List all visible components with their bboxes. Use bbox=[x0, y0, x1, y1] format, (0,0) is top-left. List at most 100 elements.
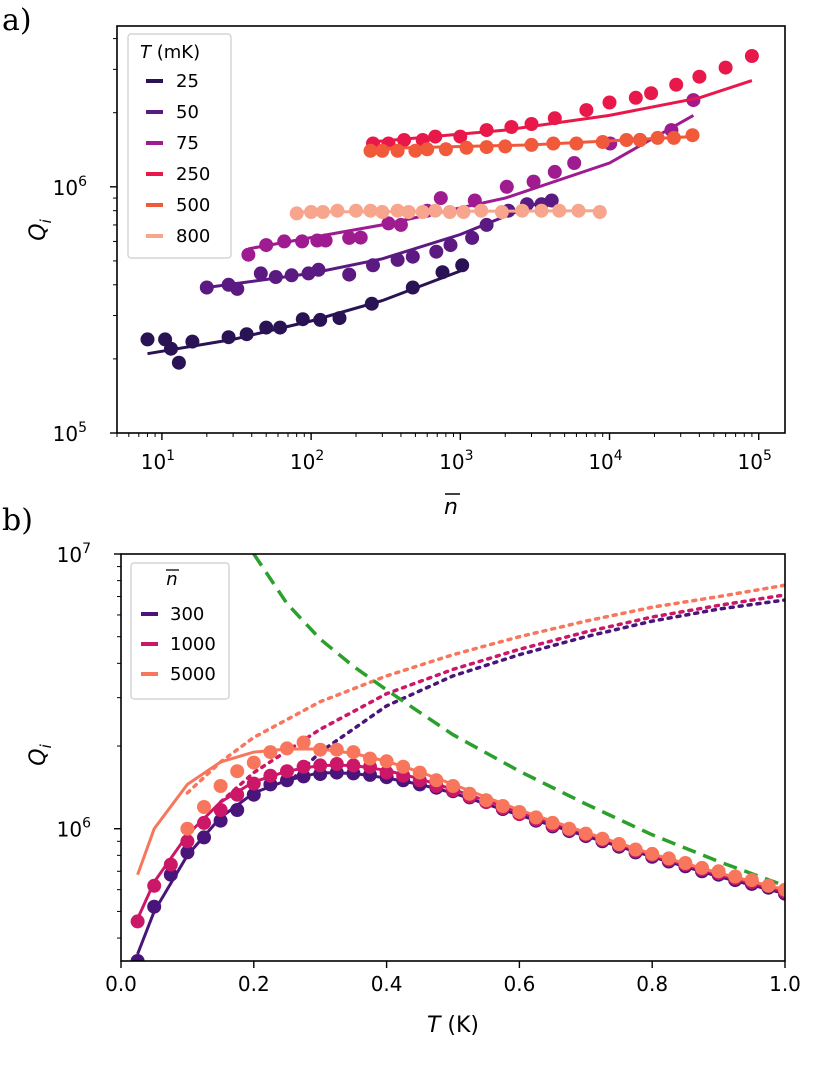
panel-b-point-300-0 bbox=[130, 954, 145, 961]
panel-a-legend-box bbox=[127, 33, 232, 259]
panel-b-xtick-label-3: 0.6 bbox=[503, 972, 535, 996]
panel-a-point-50-8 bbox=[342, 267, 357, 282]
panel-b-point-5000-23 bbox=[562, 821, 577, 836]
panel-b-data bbox=[130, 554, 785, 961]
panel-a-ylabel: Qi bbox=[26, 218, 55, 240]
panel-a-xtick-label-2: 103 bbox=[439, 448, 473, 474]
panel-a-point-75-11 bbox=[433, 191, 448, 206]
panel-b-point-5000-10 bbox=[346, 745, 361, 760]
panel-a-point-75-0 bbox=[241, 247, 256, 262]
panel-a-point-250-9 bbox=[547, 111, 562, 126]
panel-a-point-50-2 bbox=[230, 281, 245, 296]
panel-a-xtick-label-1: 102 bbox=[290, 448, 324, 474]
panel-b-point-5000-33 bbox=[728, 869, 743, 884]
panel-b-point-5000-18 bbox=[479, 793, 494, 808]
panel-b-point-5000-31 bbox=[695, 860, 709, 875]
panel-a-xlabel: n bbox=[444, 495, 458, 520]
panel-b-series-300 bbox=[285, 598, 785, 787]
panel-a-point-75-1 bbox=[259, 238, 274, 253]
panel-a-point-25-3 bbox=[171, 355, 186, 370]
panel-b-point-1000-3 bbox=[180, 834, 195, 849]
panel-b-point-5000-22 bbox=[545, 815, 560, 830]
panel-a-legend-label-75: 75 bbox=[176, 133, 199, 154]
panel-a-point-800-4 bbox=[349, 203, 363, 218]
panel-a-point-75-12 bbox=[467, 193, 482, 208]
panel-a-point-800-0 bbox=[289, 206, 304, 221]
panel-a-point-50-13 bbox=[443, 238, 458, 253]
panel-a-frame bbox=[116, 25, 786, 434]
panel-a-point-25-4 bbox=[185, 334, 200, 349]
panel-a-point-25-11 bbox=[332, 311, 347, 326]
panel-a-point-25-0 bbox=[140, 332, 155, 347]
panel-a-point-500-15 bbox=[650, 130, 665, 145]
panel-b-point-5000-28 bbox=[645, 846, 660, 861]
panel-a-legend-label-250: 250 bbox=[176, 164, 210, 185]
panel-b-point-5000-26 bbox=[612, 837, 626, 851]
panel-a-legend-title: T (mK) bbox=[140, 42, 200, 63]
panel-a-point-25-10 bbox=[313, 312, 328, 327]
panel-a-point-75-7 bbox=[353, 230, 368, 245]
panel-a-point-800-1 bbox=[304, 205, 319, 219]
panel-a-point-250-16 bbox=[718, 60, 733, 75]
panel-a-point-50-3 bbox=[253, 266, 268, 281]
panel-a-point-50-7 bbox=[311, 262, 326, 277]
panel-a-point-800-8 bbox=[401, 205, 416, 219]
panel-b-point-5000-2 bbox=[213, 779, 228, 793]
panel-b-point-5000-13 bbox=[396, 759, 411, 774]
panel-b-series-points-1000 bbox=[130, 757, 785, 929]
panel-a-legend-label-800: 800 bbox=[176, 226, 210, 247]
panel-b-ytick-label-0: 106 bbox=[57, 816, 91, 842]
panel-b-point-1000-4 bbox=[197, 815, 211, 830]
panel-a-point-250-15 bbox=[692, 69, 707, 84]
panel-a-point-800-15 bbox=[515, 203, 530, 218]
panel-a-legend: T (mK) 25 50 75 250 500 800 bbox=[127, 33, 232, 259]
panel-b-point-300-2 bbox=[163, 867, 178, 882]
panel-a-point-75-14 bbox=[526, 174, 541, 189]
panel-b-point-1000-11 bbox=[313, 758, 328, 773]
panel-a-point-500-14 bbox=[633, 133, 647, 147]
panel-a-point-800-10 bbox=[428, 203, 443, 218]
panel-a-ticks: 101 102 103 104 105 105 106 bbox=[53, 38, 772, 474]
panel-a-point-500-11 bbox=[569, 136, 584, 151]
panel-a-point-50-9 bbox=[366, 258, 380, 273]
panel-b-point-300-1 bbox=[147, 899, 162, 914]
panel-b-point-5000-8 bbox=[313, 742, 328, 757]
panel-b-legend-label-5000: 5000 bbox=[170, 664, 216, 685]
panel-a-point-250-11 bbox=[602, 95, 617, 110]
panel-a-xtick-label-3: 104 bbox=[588, 448, 622, 474]
panel-b-point-5000-34 bbox=[744, 873, 759, 888]
panel-b-point-5000-30 bbox=[678, 856, 693, 870]
panel-a-point-800-19 bbox=[592, 205, 607, 219]
panel-a-point-25-13 bbox=[405, 280, 420, 295]
panel-b-point-5000-7 bbox=[296, 735, 311, 750]
panel-a-point-500-6 bbox=[459, 140, 474, 155]
panel-b-legend-title: n bbox=[166, 569, 177, 590]
panel-a-point-25-14 bbox=[435, 265, 450, 280]
panel-a-point-250-6 bbox=[479, 123, 494, 138]
panel-a-point-500-1 bbox=[375, 143, 390, 158]
panel-a-ytick-label-0: 105 bbox=[53, 420, 87, 446]
panel-a-point-50-0 bbox=[199, 280, 214, 295]
panel-a-point-50-4 bbox=[268, 270, 283, 284]
panel-a-point-500-2 bbox=[390, 143, 405, 158]
panel-b-point-300-5 bbox=[213, 813, 228, 828]
panel-a-point-25-6 bbox=[239, 327, 254, 342]
panel-a-point-800-6 bbox=[375, 205, 390, 219]
panel-b-frame bbox=[120, 553, 786, 962]
panel-b-point-1000-12 bbox=[329, 757, 344, 771]
panel-a-point-500-13 bbox=[619, 133, 634, 147]
panel-a-point-75-5 bbox=[318, 233, 333, 248]
panel-b-point-5000-11 bbox=[363, 751, 377, 766]
panel-b-point-5000-9 bbox=[329, 742, 344, 757]
panel-b-point-5000-35 bbox=[761, 878, 776, 893]
panel-a-point-800-16 bbox=[534, 203, 549, 218]
panel-a-point-250-7 bbox=[504, 120, 519, 134]
panel-a-series-250 bbox=[366, 49, 759, 151]
panel-b-point-1000-13 bbox=[346, 758, 361, 773]
panel-b-point-5000-21 bbox=[529, 810, 543, 825]
panel-b-xtick-label-0: 0.0 bbox=[105, 972, 137, 996]
panel-a-point-500-8 bbox=[498, 139, 513, 154]
panel-a-fit-line-75 bbox=[248, 114, 695, 251]
panel-a-point-50-15 bbox=[479, 217, 494, 232]
panel-a-point-500-10 bbox=[546, 136, 561, 151]
